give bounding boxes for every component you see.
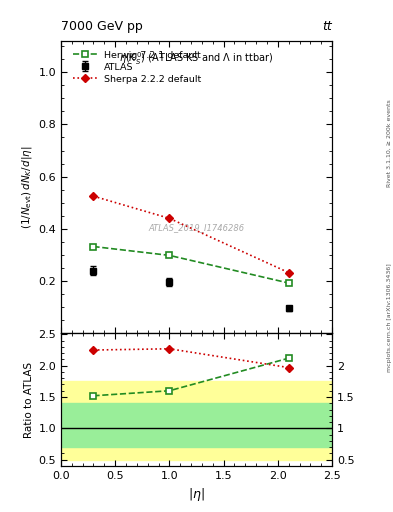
Herwig 7.2.1 default (91, 243, 96, 249)
Y-axis label: Ratio to ATLAS: Ratio to ATLAS (24, 361, 34, 438)
Text: 7000 GeV pp: 7000 GeV pp (61, 20, 143, 33)
Y-axis label: $(1/N_{\rm evt})\,dN_K/d|\eta|$: $(1/N_{\rm evt})\,dN_K/d|\eta|$ (20, 145, 34, 229)
Text: ATLAS_2019_I1746286: ATLAS_2019_I1746286 (149, 223, 244, 232)
X-axis label: $|\eta|$: $|\eta|$ (188, 486, 205, 503)
Herwig 7.2.1 default (167, 252, 172, 259)
Text: $\eta(K^0_S)$ (ATLAS KS and $\Lambda$ in ttbar): $\eta(K^0_S)$ (ATLAS KS and $\Lambda$ in… (119, 50, 274, 67)
Text: Rivet 3.1.10, ≥ 200k events: Rivet 3.1.10, ≥ 200k events (387, 99, 392, 187)
Bar (61, 381, 332, 460)
Legend: Herwig 7.2.1 default, ATLAS, Sherpa 2.2.2 default: Herwig 7.2.1 default, ATLAS, Sherpa 2.2.… (71, 49, 203, 86)
Text: mcplots.cern.ch [arXiv:1306.3436]: mcplots.cern.ch [arXiv:1306.3436] (387, 263, 392, 372)
Herwig 7.2.1 default (286, 280, 291, 286)
Line: Herwig 7.2.1 default: Herwig 7.2.1 default (90, 243, 292, 287)
Bar (61, 403, 332, 447)
Text: tt: tt (322, 20, 332, 33)
